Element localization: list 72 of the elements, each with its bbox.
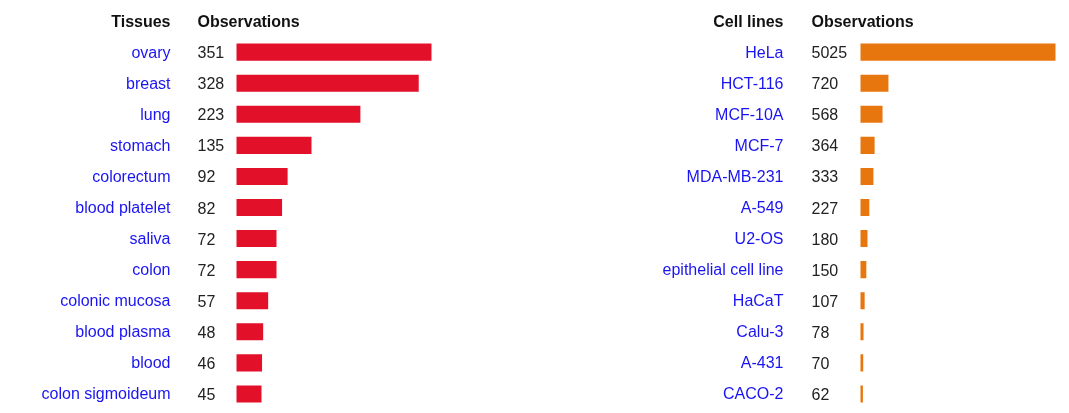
data-label: 72 <box>197 261 216 279</box>
x-axis-title: Observations <box>811 12 914 30</box>
data-label: 72 <box>197 230 216 248</box>
y-tick-label: CACO-2 <box>723 385 784 403</box>
y-tick-label: A-431 <box>740 354 784 372</box>
bar <box>860 198 870 217</box>
data-label: 45 <box>197 385 216 403</box>
bar <box>860 105 883 123</box>
data-label: 62 <box>811 385 830 403</box>
data-label: 48 <box>197 323 216 341</box>
data-label: 351 <box>197 44 225 62</box>
data-label: 568 <box>811 106 839 124</box>
data-label: 364 <box>811 137 839 155</box>
y-tick-label: colonic mucosa <box>60 292 171 310</box>
x-axis-title: Observations <box>197 12 300 30</box>
data-label: 107 <box>811 292 839 310</box>
bar <box>236 198 283 217</box>
data-label: 180 <box>811 230 839 248</box>
data-label: 223 <box>197 106 225 124</box>
y-tick-label: blood plasma <box>75 323 171 341</box>
y-tick-label: breast <box>126 74 172 92</box>
y-axis-title: Tissues <box>111 12 171 30</box>
bar <box>860 43 1056 61</box>
bar <box>860 323 864 341</box>
y-tick-label: saliva <box>129 230 171 248</box>
bar <box>860 136 875 154</box>
y-tick-label: MCF-10A <box>715 105 784 123</box>
y-tick-label: colorectum <box>92 167 171 185</box>
y-axis-title: Cell lines <box>713 12 784 30</box>
data-label: 78 <box>811 323 830 341</box>
y-tick-label: colon <box>132 261 171 279</box>
bar <box>236 354 263 372</box>
y-tick-label: HeLa <box>745 43 784 61</box>
y-tick-label: lung <box>140 105 171 123</box>
bar <box>236 105 361 123</box>
data-label: 92 <box>197 168 216 186</box>
data-label: 135 <box>197 137 225 155</box>
data-label: 57 <box>197 292 216 310</box>
bar <box>236 261 277 279</box>
y-tick-label: stomach <box>110 136 171 154</box>
bar <box>860 292 865 310</box>
data-label: 70 <box>811 354 830 372</box>
bar <box>236 323 264 341</box>
y-tick-label: MCF-7 <box>734 136 784 154</box>
data-label: 328 <box>197 75 225 93</box>
bar <box>860 167 874 185</box>
bar <box>236 74 419 92</box>
bar <box>236 167 288 185</box>
y-tick-label: HCT-116 <box>720 74 784 92</box>
bar <box>236 385 262 403</box>
y-tick-label: A-549 <box>740 199 784 216</box>
bar <box>860 74 889 92</box>
y-tick-label: ovary <box>131 43 171 61</box>
bar <box>236 230 277 248</box>
data-label: 227 <box>811 199 839 217</box>
data-label: 333 <box>811 168 839 186</box>
y-tick-label: HaCaT <box>732 292 784 310</box>
y-tick-label: U2-OS <box>734 230 784 248</box>
data-label: 5025 <box>811 44 848 62</box>
bar <box>236 292 269 310</box>
data-label: 720 <box>811 75 839 93</box>
bar <box>236 43 432 61</box>
data-label: 46 <box>197 354 216 372</box>
bar <box>236 136 312 154</box>
data-label: 150 <box>811 261 839 279</box>
y-tick-label: blood platelet <box>75 199 172 216</box>
data-label: 82 <box>197 199 216 217</box>
y-tick-label: blood <box>131 354 171 372</box>
y-tick-label: Calu-3 <box>736 323 784 341</box>
y-tick-label: MDA-MB-231 <box>686 167 784 185</box>
y-tick-label: colon sigmoideum <box>41 385 171 403</box>
y-tick-label: epithelial cell line <box>662 261 784 279</box>
